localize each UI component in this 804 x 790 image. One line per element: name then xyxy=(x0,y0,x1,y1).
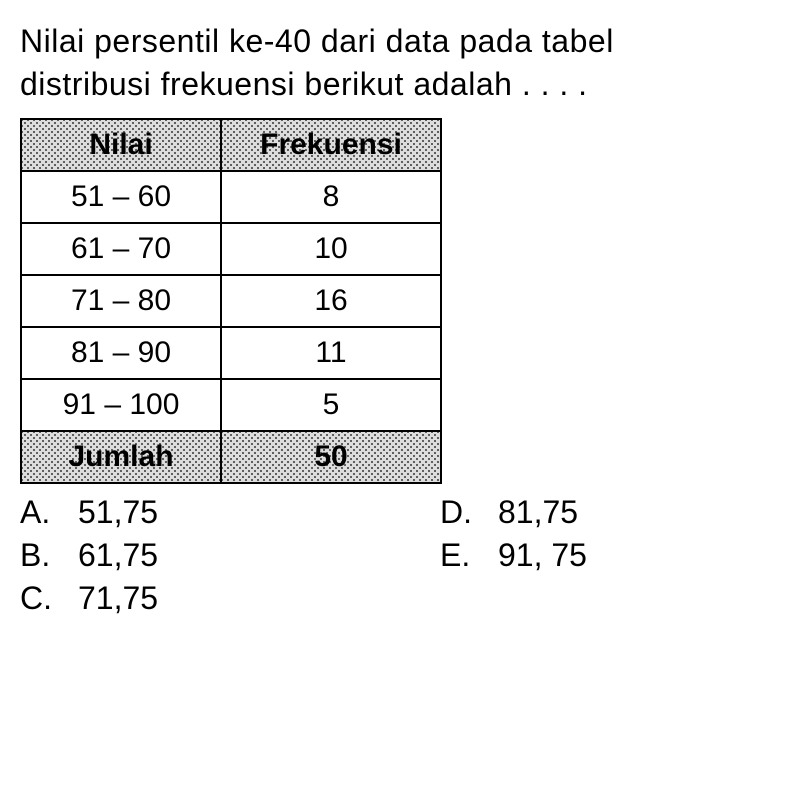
option-e: E. 91, 75 xyxy=(440,537,804,574)
question-line-1: Nilai persentil ke-40 dari data pada tab… xyxy=(20,23,614,59)
cell-nilai: 91 – 100 xyxy=(21,379,221,431)
cell-freq: 5 xyxy=(221,379,441,431)
table-header-row: Nilai Frekuensi xyxy=(21,119,441,171)
option-value: 71,75 xyxy=(78,580,158,617)
option-value: 81,75 xyxy=(498,494,578,531)
option-d: D. 81,75 xyxy=(440,494,804,531)
table-row: 91 – 100 5 xyxy=(21,379,441,431)
table-footer-row: Jumlah 50 xyxy=(21,431,441,483)
footer-total: 50 xyxy=(221,431,441,483)
option-letter: E. xyxy=(440,537,476,574)
table-row: 81 – 90 11 xyxy=(21,327,441,379)
header-nilai: Nilai xyxy=(21,119,221,171)
cell-freq: 10 xyxy=(221,223,441,275)
option-b: B. 61,75 xyxy=(20,537,440,574)
cell-freq: 16 xyxy=(221,275,441,327)
option-value: 51,75 xyxy=(78,494,158,531)
cell-nilai: 71 – 80 xyxy=(21,275,221,327)
option-letter: C. xyxy=(20,580,56,617)
table-row: 51 – 60 8 xyxy=(21,171,441,223)
table-row: 61 – 70 10 xyxy=(21,223,441,275)
cell-nilai: 51 – 60 xyxy=(21,171,221,223)
header-frekuensi: Frekuensi xyxy=(221,119,441,171)
frequency-table: Nilai Frekuensi 51 – 60 8 61 – 70 10 71 … xyxy=(20,118,442,484)
cell-nilai: 61 – 70 xyxy=(21,223,221,275)
cell-freq: 11 xyxy=(221,327,441,379)
option-a: A. 51,75 xyxy=(20,494,440,531)
option-c: C. 71,75 xyxy=(20,580,440,617)
option-letter: A. xyxy=(20,494,56,531)
answer-options: A. 51,75 D. 81,75 B. 61,75 E. 91, 75 C. … xyxy=(20,494,784,617)
footer-label: Jumlah xyxy=(21,431,221,483)
option-value: 61,75 xyxy=(78,537,158,574)
table-row: 71 – 80 16 xyxy=(21,275,441,327)
option-letter: D. xyxy=(440,494,476,531)
option-letter: B. xyxy=(20,537,56,574)
cell-freq: 8 xyxy=(221,171,441,223)
question-text: Nilai persentil ke-40 dari data pada tab… xyxy=(20,20,784,106)
cell-nilai: 81 – 90 xyxy=(21,327,221,379)
question-line-2: distribusi frekuensi berikut adalah . . … xyxy=(20,66,588,102)
option-value: 91, 75 xyxy=(498,537,587,574)
